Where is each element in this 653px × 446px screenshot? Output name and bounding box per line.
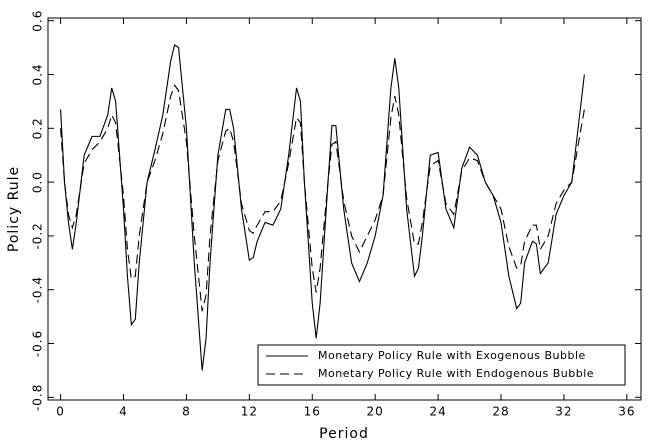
y-tick-label: 0.4 <box>31 63 45 85</box>
legend-label: Monetary Policy Rule with Endogenous Bub… <box>318 367 594 380</box>
y-tick-label: 0.6 <box>31 10 45 32</box>
x-tick-label: 8 <box>182 405 191 419</box>
x-tick-label: 36 <box>618 405 635 419</box>
x-tick-label: 12 <box>241 405 258 419</box>
y-axis-label: Policy Rule <box>6 166 22 252</box>
series-line <box>60 43 585 371</box>
y-tick-label: -0.6 <box>31 330 45 357</box>
y-tick-label: -0.2 <box>31 222 45 249</box>
x-tick-label: 32 <box>555 405 572 419</box>
x-tick-label: 24 <box>429 405 446 419</box>
y-tick-label: -0.8 <box>31 384 45 411</box>
legend-box <box>257 344 626 386</box>
x-tick-label: 20 <box>367 405 384 419</box>
x-axis-label: Period <box>319 426 369 442</box>
x-tick-label: 0 <box>56 405 65 419</box>
x-tick-label: 28 <box>492 405 509 419</box>
y-tick-label: 0.2 <box>31 117 45 139</box>
y-tick-label: -0.4 <box>31 276 45 303</box>
plot-frame <box>47 17 642 401</box>
x-tick-label: 16 <box>304 405 321 419</box>
legend-label: Monetary Policy Rule with Exogenous Bubb… <box>318 349 586 362</box>
x-tick-label: 4 <box>119 405 128 419</box>
y-tick-label: 0.0 <box>31 171 45 193</box>
series-line <box>60 84 585 312</box>
